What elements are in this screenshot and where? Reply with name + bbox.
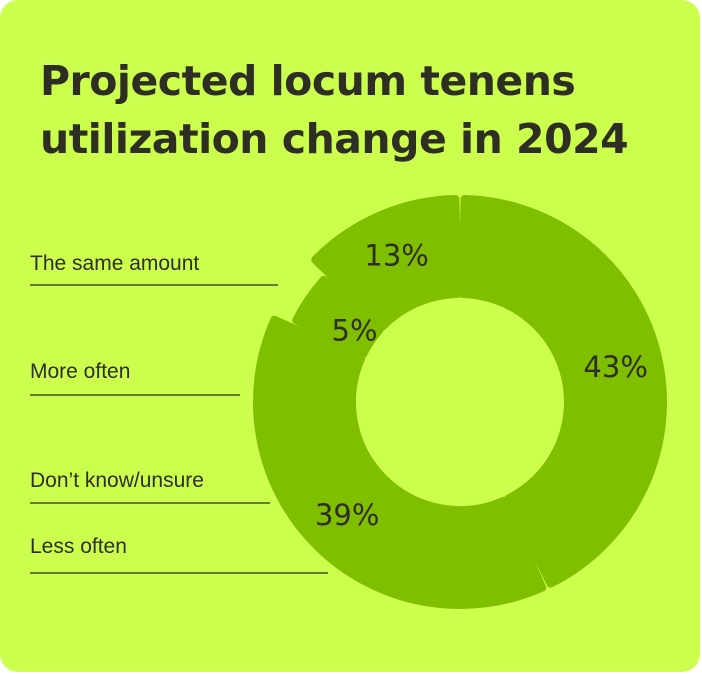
slice-value-label: 39% <box>315 498 379 532</box>
donut-slice <box>253 315 547 609</box>
chart-title-line-2: utilization change in 2024 <box>40 115 629 163</box>
legend-label: More often <box>30 360 130 383</box>
donut-slice <box>311 195 462 331</box>
legend-label: The same amount <box>30 252 199 275</box>
donut-slice <box>458 195 667 588</box>
legend-label: Don’t know/unsure <box>30 469 204 492</box>
legend-label: Less often <box>30 535 127 558</box>
slice-value-label: 43% <box>583 350 647 384</box>
slice-value-label: 13% <box>364 239 428 273</box>
donut-slice <box>292 275 384 358</box>
chart-title: Projected locum tenens utilization chang… <box>40 52 680 168</box>
chart-title-line-1: Projected locum tenens <box>40 57 576 105</box>
